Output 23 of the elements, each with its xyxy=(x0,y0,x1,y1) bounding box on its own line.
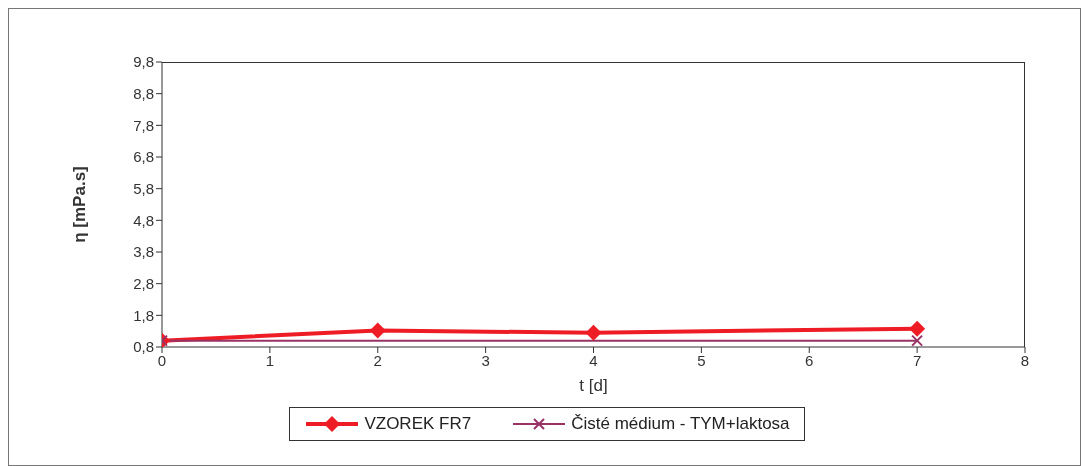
x-tick-label: 2 xyxy=(373,351,382,369)
x-tick-label: 0 xyxy=(157,351,167,369)
y-tick-label: 9,8 xyxy=(133,53,154,71)
y-tick-label: 3,8 xyxy=(133,243,154,261)
legend-label: Čisté médium - TYM+laktosa xyxy=(570,414,790,434)
x-tick-label: 5 xyxy=(697,351,706,369)
y-tick-label: 0,8 xyxy=(133,338,154,356)
x-tick-label: 8 xyxy=(1020,351,1030,369)
y-tick-label: 8,8 xyxy=(133,84,154,102)
x-tick-label: 6 xyxy=(805,351,814,369)
legend-label: VZOREK FR7 xyxy=(363,414,472,434)
y-tick-label: 6,8 xyxy=(133,148,154,166)
x-tick-label: 7 xyxy=(912,351,922,369)
y-tick-label: 5,8 xyxy=(133,179,154,197)
x-tick-label: 4 xyxy=(589,351,598,369)
x-axis-title: t [d] xyxy=(579,376,608,395)
x-tick-label: 1 xyxy=(265,351,275,369)
x-tick-label: 3 xyxy=(481,351,490,369)
y-tick-label: 4,8 xyxy=(133,211,154,229)
y-tick-label: 1,8 xyxy=(133,306,154,324)
y-tick-label: 7,8 xyxy=(133,116,154,134)
y-axis-title: η [mPa.s] xyxy=(70,166,90,243)
y-tick-label: 2,8 xyxy=(133,274,154,292)
